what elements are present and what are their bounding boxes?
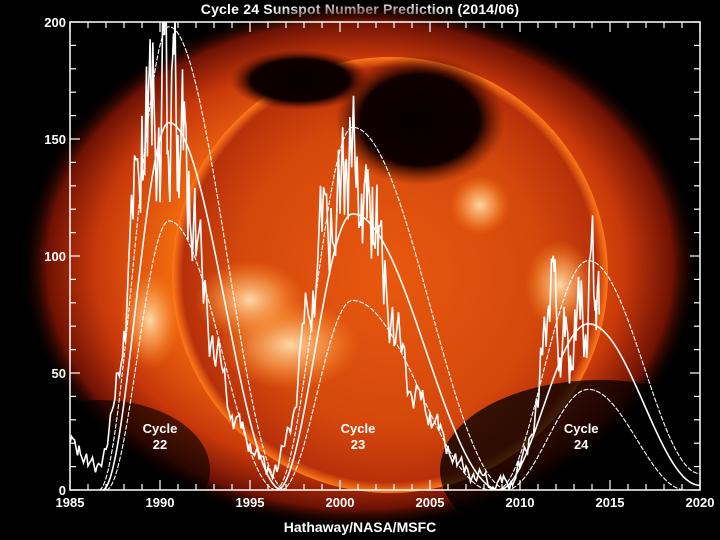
x-tick-label: 2010 [506,495,535,510]
y-tick-label: 100 [44,249,66,264]
x-tick-label: 1990 [146,495,175,510]
x-tick-label: 2005 [416,495,445,510]
axes: 1985 1990 1995 2000 2005 2010 2015 2020 0 50 100 15… [44,15,714,510]
y-tick-label: 0 [59,483,66,498]
cycle-label: Cycle [341,421,376,436]
cycle-24-fit-bound-curve [505,388,686,490]
cycle-23-fit-mean-curve [276,213,501,490]
cycle-number: 22 [153,437,167,452]
y-tick-label: 150 [44,132,66,147]
cycle-22-fit-bound-curve [98,26,287,490]
y-tick-label: 200 [44,15,66,30]
cycle-number: 24 [574,437,589,452]
data-curves [70,22,700,490]
cycle-24-fit-bound-curve [496,260,700,490]
chart-credit: Hathaway/NASA/MSFC [283,519,437,535]
cycle-24-fit-mean-curve [498,323,700,490]
x-tick-label: 1985 [56,495,85,510]
x-tick-label: 1995 [236,495,265,510]
cycle-label: Cycle [143,421,178,436]
cycle-number: 23 [351,437,365,452]
cycle-22-fit-mean-curve [102,121,283,490]
y-tick-label: 50 [52,366,66,381]
cycle-22-fit-bound-curve [105,220,278,490]
x-tick-label: 2020 [686,495,715,510]
x-tick-label: 2015 [596,495,625,510]
cycle-label: Cycle [564,421,599,436]
x-tick-label: 2000 [326,495,355,510]
observed-sunspot-line [70,22,600,490]
